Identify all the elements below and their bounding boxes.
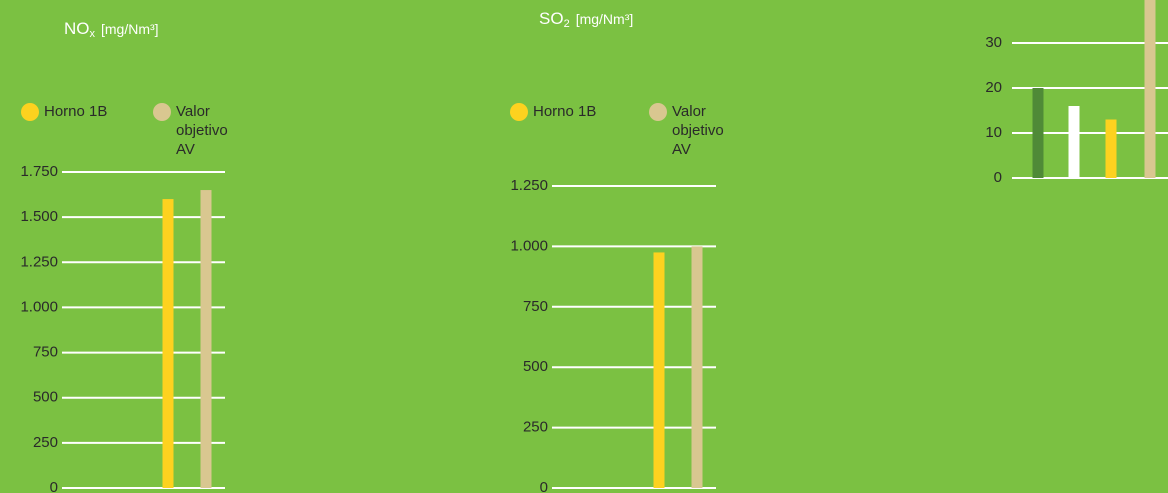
title-main: SO [539,9,564,28]
y-tick-label: 1.000 [510,237,548,254]
bar [1105,119,1117,178]
title-subscript: 2 [564,18,570,30]
legend-label: Horno 1B [44,103,107,120]
bar [1032,88,1044,178]
bar [1144,0,1156,178]
y-tick-label: 500 [33,389,58,406]
y-tick-label: 500 [523,358,548,375]
chart-title: SO2 [mg/Nm³] [539,9,633,29]
y-tick-label: 250 [33,434,58,451]
legend-swatch [153,103,171,121]
title-main: NO [64,19,90,38]
y-tick-label: 10 [985,124,1002,141]
y-tick-label: 1.500 [20,208,58,225]
y-tick-label: 250 [523,419,548,436]
legend-swatch [510,103,528,121]
legend-label: Horno 1B [533,103,596,120]
title-subscript: x [90,28,96,40]
title-unit: [mg/Nm³] [576,11,634,27]
bar [1068,106,1080,178]
chart: 0 10 20 30 [985,0,1168,186]
bar [200,190,212,489]
y-tick-label: 0 [540,479,548,493]
y-tick-label: 1.250 [510,177,548,194]
bar [162,199,174,489]
y-tick-label: 750 [523,298,548,315]
chart: NOx [mg/Nm³] 0 250 500 750 1.000 1.250 1.500 1.75… [20,19,227,493]
chart-title: NOx [mg/Nm³] [64,19,159,39]
bar [691,246,703,488]
y-tick-label: 20 [985,79,1002,96]
chart: SO2 [mg/Nm³] 0 250 500 750 1.000 1.250 Horno 1B V… [510,9,724,493]
y-tick-label: 1.250 [20,253,58,270]
legend-label: Valor objetivo AV [672,103,724,158]
y-tick-label: 750 [33,344,58,361]
legend-label: Valor objetivo AV [176,103,228,158]
y-tick-label: 30 [985,34,1002,51]
bar [653,252,665,488]
y-tick-label: 1.750 [20,163,58,180]
y-tick-label: 0 [50,479,58,493]
legend-swatch [649,103,667,121]
y-tick-label: 1.000 [20,298,58,315]
title-unit: [mg/Nm³] [101,21,159,37]
legend-swatch [21,103,39,121]
y-tick-label: 0 [994,169,1002,186]
